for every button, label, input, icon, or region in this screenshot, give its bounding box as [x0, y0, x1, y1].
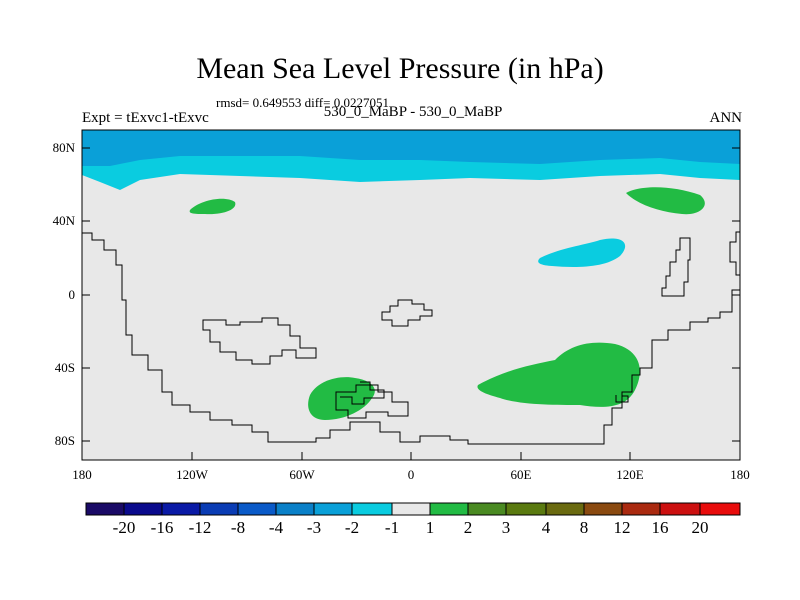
y-label-40s: 40S [54, 360, 75, 375]
colorbar-label: -1 [384, 518, 400, 537]
colorbar-label: -3 [306, 518, 322, 537]
colorbar-swatch [621, 502, 661, 516]
colorbar-swatch [467, 502, 507, 516]
colorbar-label: -8 [230, 518, 246, 537]
colorbar-swatch [199, 502, 239, 516]
colorbar-swatch [429, 502, 469, 516]
colorbar-label: -20 [112, 518, 136, 537]
contour-green-south-east [477, 342, 640, 407]
colorbar-swatch [161, 502, 201, 516]
colorbar-swatch [351, 502, 393, 516]
colorbar-label: 16 [651, 518, 669, 537]
colorbar-label: -12 [188, 518, 212, 537]
colorbar-swatch [313, 502, 353, 516]
coastline-east-edge [729, 231, 740, 276]
contour-green-north-west [189, 198, 236, 215]
coastline-west-continent [82, 232, 740, 445]
stats-line: rmsd= 0.649553 diff= 0.0227051 [216, 95, 389, 110]
contour-band-deep-blue [82, 130, 740, 166]
experiment-label: Expt = tExvc1-tExvc [82, 110, 209, 126]
x-label-120w: 120W [176, 467, 208, 482]
contour-green-south-west [308, 377, 375, 420]
colorbar-label: 20 [691, 518, 709, 537]
colorbar [85, 502, 741, 516]
y-label-80s: 80S [54, 433, 75, 448]
coastline-south-basin [335, 384, 409, 419]
x-label-0: 0 [407, 467, 415, 482]
colorbar-swatch [391, 502, 431, 516]
x-label-180w: 180 [72, 467, 92, 482]
axis-ticks [81, 147, 741, 460]
colorbar-label: 12 [613, 518, 631, 537]
colorbar-swatch [659, 502, 701, 516]
x-label-60w: 60W [289, 467, 315, 482]
colorbar-swatch [699, 502, 741, 516]
contour-green-north-east [626, 187, 705, 215]
colorbar-swatch [123, 502, 163, 516]
period-label: 530_0_MaBP - 530_0_MaBP [323, 104, 503, 120]
colorbar-swatch [85, 502, 125, 516]
colorbar-label: -16 [150, 518, 174, 537]
colorbar-label: 1 [425, 518, 435, 537]
colorbar-label: -2 [344, 518, 360, 537]
plot-title: Mean Sea Level Pressure (in hPa) [196, 52, 604, 85]
coastlines [82, 231, 740, 445]
x-label-180e: 180 [730, 467, 750, 482]
coastline-east-peninsula [661, 237, 691, 297]
y-label-80n: 80N [52, 140, 75, 155]
coastline-inland-sea [202, 317, 317, 365]
colorbar-label: 8 [579, 518, 589, 537]
coastline-southeast-notch [615, 395, 629, 403]
season-label: ANN [709, 110, 743, 126]
coastline-south-basin-inner [340, 381, 385, 405]
x-label-120e: 120E [616, 467, 644, 482]
map-background [82, 130, 740, 460]
colorbar-swatch [505, 502, 547, 516]
colorbar-label: -4 [268, 518, 284, 537]
colorbar-swatch [545, 502, 585, 516]
colorbar-swatch [275, 502, 315, 516]
coastline-island-central [381, 299, 433, 327]
colorbar-swatch [237, 502, 277, 516]
y-label-40n: 40N [52, 213, 75, 228]
y-label-0: 0 [68, 287, 76, 302]
contour-cyan-east [538, 238, 626, 267]
colorbar-label: 3 [501, 518, 511, 537]
x-label-60e: 60E [510, 467, 532, 482]
colorbar-swatch [583, 502, 623, 516]
colorbar-label: 4 [541, 518, 551, 537]
colorbar-label: 2 [463, 518, 473, 537]
